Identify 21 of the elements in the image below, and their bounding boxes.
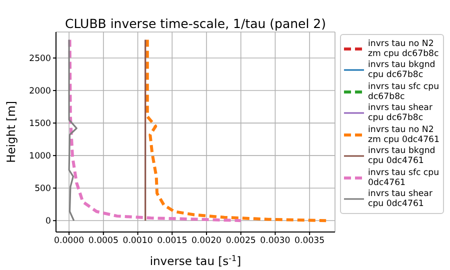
legend-label: invrs tau shear cpu 0dc4761: [368, 189, 434, 209]
y-tick-label: 1000: [29, 152, 51, 162]
x-tick-label: 0.0030: [260, 236, 290, 246]
chart-title: CLUBB inverse time-scale, 1/tau (panel 2): [64, 16, 328, 31]
x-tick-label: 0.0005: [88, 236, 118, 246]
x-tick-label: 0.0010: [122, 236, 153, 246]
x-tick-label: 0.0000: [54, 236, 84, 246]
x-tick-label: 0.0020: [191, 236, 222, 246]
y-tick-label: 2000: [29, 86, 51, 97]
line-series: [68, 39, 78, 222]
line-series: [146, 38, 328, 222]
x-tick-label: 0.0025: [226, 236, 256, 246]
y-tick-label: 0: [46, 216, 51, 227]
x-tick-label: 0.0015: [157, 236, 188, 246]
line-series: [68, 38, 242, 222]
y-tick-label: 1500: [29, 119, 51, 130]
y-tick-label: 500: [34, 184, 51, 194]
x-axis-title: inverse tau [s$^{-1}$]: [150, 254, 242, 268]
x-tick-label: 0.0035: [294, 236, 325, 246]
y-axis-title: Height [m]: [4, 101, 18, 163]
y-tick-label: 2500: [29, 54, 51, 64]
